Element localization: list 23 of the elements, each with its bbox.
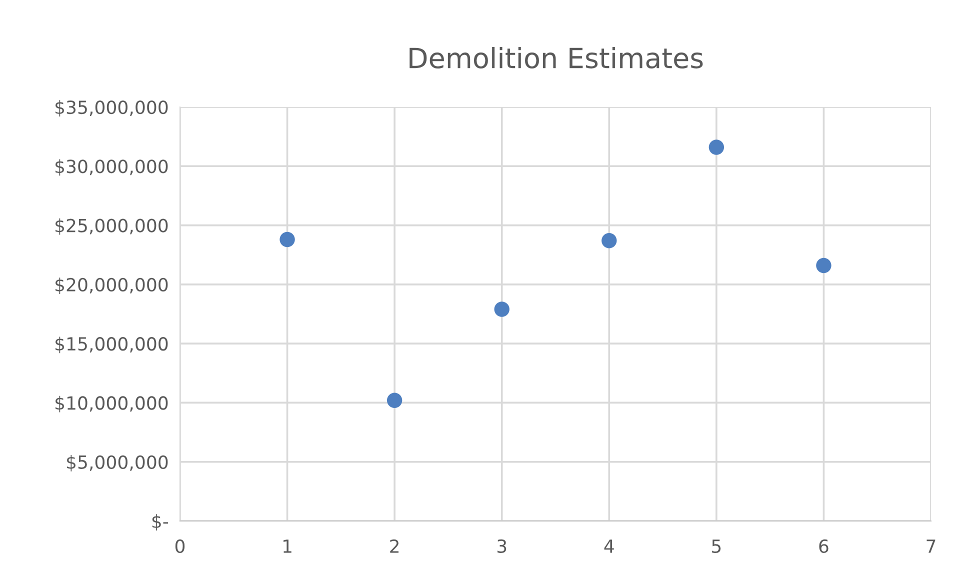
- x-tick-label: 6: [819, 539, 828, 554]
- y-tick-label: $30,000,000: [56, 159, 168, 176]
- y-tick-label: $25,000,000: [56, 218, 168, 235]
- y-tick-label: $35,000,000: [56, 100, 168, 117]
- y-tick-label: $15,000,000: [56, 336, 168, 354]
- x-tick-label: 5: [712, 540, 721, 554]
- point: [708, 140, 724, 155]
- x-tick-label: 4: [604, 540, 614, 553]
- y-tick-label: $20,000,000: [56, 278, 168, 294]
- x-tick-label: 7: [926, 540, 936, 553]
- x-tick-label: 3: [497, 539, 506, 554]
- chart-title: Demolition Estimates: [410, 47, 703, 69]
- y-tick-label: $-: [152, 514, 168, 531]
- x-tick-label: 1: [284, 540, 292, 553]
- point: [602, 233, 617, 248]
- point: [494, 302, 510, 317]
- y-tick-label: $10,000,000: [56, 396, 168, 412]
- x-tick-label: 2: [390, 539, 399, 553]
- point: [386, 392, 402, 408]
- x-tick-label: 0: [175, 539, 185, 554]
- point: [280, 232, 295, 248]
- y-tick-label: $5,000,000: [67, 454, 168, 472]
- point: [816, 258, 832, 274]
